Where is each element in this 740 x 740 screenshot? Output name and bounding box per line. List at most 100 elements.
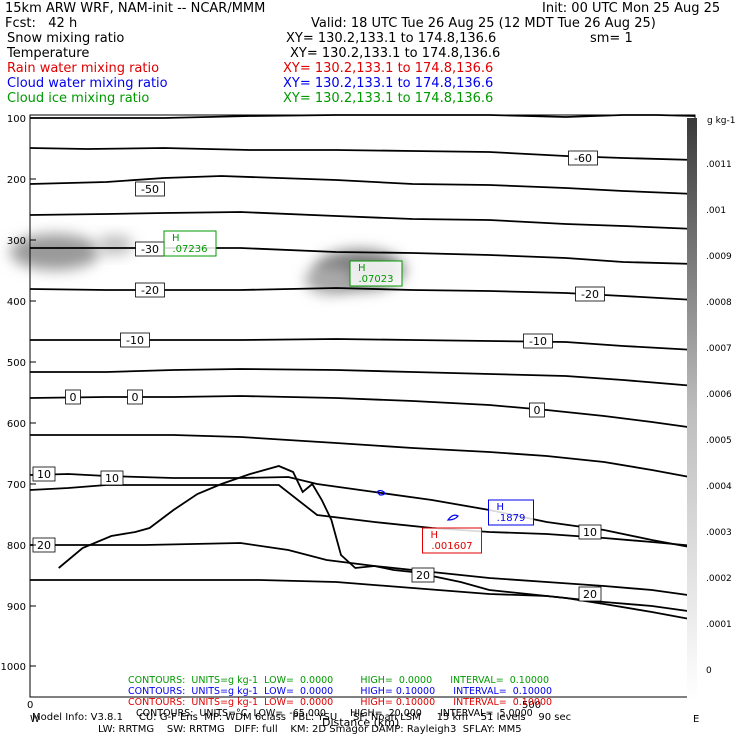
svg-text:20: 20	[37, 539, 51, 552]
colorbar-tick-label: .0006	[706, 390, 732, 400]
colorbar-tick-label: .001	[706, 206, 726, 216]
y-tick-label: 1000	[1, 662, 26, 673]
colorbar-tick-label: 0	[706, 666, 712, 676]
contour-label: 10	[32, 466, 56, 482]
svg-text:10: 10	[105, 472, 119, 485]
init-time: Init: 00 UTC Mon 25 Aug 25	[542, 1, 721, 16]
rain-water-max-label: H.001607	[422, 527, 482, 554]
y-tick-label: 200	[7, 175, 26, 186]
colorbar-tick-label: .0005	[706, 436, 732, 446]
terrain-line	[58, 465, 696, 621]
model-info-line1: Model Info: V3.8.1 CU: G-F Ens MP: WDM 6…	[32, 712, 572, 723]
svg-text:H: H	[497, 502, 505, 513]
svg-text:H: H	[358, 263, 366, 274]
field-temperature-name: Temperature	[7, 46, 90, 61]
colorbar-tick-label: .0009	[706, 252, 732, 262]
contour-label: -20	[135, 282, 165, 298]
contour-label: 0	[65, 389, 81, 405]
model-info-line2: LW: RRTMG SW: RRTMG DIFF: full KM: 2D Sm…	[98, 724, 522, 735]
x-axis-west: W	[30, 714, 40, 725]
contour-label: -10	[523, 333, 553, 349]
contours-info-0: CONTOURS: UNITS=g kg-1 LOW= 0.0000 HIGH=…	[128, 675, 550, 686]
colorbar-unit: g kg-1	[707, 116, 735, 126]
contour-label: 10	[578, 524, 602, 540]
svg-text:.001607: .001607	[431, 541, 472, 552]
contour-label: -60	[568, 150, 598, 166]
y-tick-label: 600	[7, 419, 26, 430]
y-tick-label: 900	[7, 602, 26, 613]
y-tick-label: 400	[7, 297, 26, 308]
svg-text:-60: -60	[574, 152, 592, 165]
field-snow-smooth: sm= 1	[590, 31, 633, 46]
svg-text:0: 0	[70, 391, 77, 404]
svg-text:-20: -20	[141, 284, 159, 297]
svg-text:.07023: .07023	[359, 274, 394, 285]
colorbar-tick-label: .0003	[706, 528, 732, 538]
y-tick-label: 300	[7, 236, 26, 247]
colorbar-tick-label: .0011	[706, 160, 732, 170]
svg-text:20: 20	[416, 569, 430, 582]
x-tick-0: 0	[27, 700, 33, 711]
contour-label: -30	[135, 241, 165, 257]
colorbar-tick-label: .0001	[706, 620, 732, 630]
colorbar-tick-label: .0002	[706, 574, 732, 584]
field-cloudice-xy: XY= 130.2,133.1 to 174.8,136.6	[283, 91, 494, 106]
contour-label: 20	[411, 567, 435, 583]
pressure-axis: 100 200 300 400 500 600 700 800 900 1000	[1, 114, 36, 673]
contour-labels: -60 -50 -30 -20 -20 -10 -10 0 0 0 10 10 10 20 20 20	[32, 150, 605, 602]
svg-text:-10: -10	[126, 334, 144, 347]
contour-label: 10	[100, 470, 124, 486]
model-title: 15km ARW WRF, NAM-init -- NCAR/MMM	[5, 1, 266, 16]
contour-label: 20	[578, 586, 602, 602]
colorbar-tick-label: .0008	[706, 298, 732, 308]
contour-label: -50	[135, 181, 165, 197]
contours-info-2: CONTOURS: UNITS=g kg-1 LOW= 0.0000 HIGH=…	[128, 697, 553, 708]
field-snow-name: Snow mixing ratio	[7, 31, 125, 46]
svg-text:H: H	[172, 233, 180, 244]
svg-text:-10: -10	[529, 335, 547, 348]
svg-text:0: 0	[534, 404, 541, 417]
field-cloudwater-xy: XY= 130.2,133.1 to 174.8,136.6	[283, 76, 494, 91]
cloud-ice-max-label: H.07023	[349, 260, 403, 287]
isotherm-0	[29, 395, 696, 429]
y-tick-label: 100	[7, 114, 26, 125]
x-axis-east: E	[693, 714, 699, 725]
colorbar-tick-label: .0007	[706, 344, 732, 354]
contour-label: -20	[575, 286, 605, 302]
isotherm--40	[29, 211, 696, 230]
isotherm--5	[30, 368, 696, 387]
isotherm-5	[30, 434, 696, 479]
cloud-ice-max-label: H.07236	[163, 230, 217, 257]
valid-time: Valid: 18 UTC Tue 26 Aug 25 (12 MDT Tue …	[311, 16, 656, 31]
field-snow-xy: XY= 130.2,133.1 to 174.8,136.6	[286, 31, 497, 46]
x-tick-500: 500	[522, 700, 541, 711]
svg-text:10: 10	[583, 526, 597, 539]
y-tick-label: 500	[7, 358, 26, 369]
isotherm--50	[29, 175, 696, 195]
colorbar: 0 .0001 .0002 .0003 .0004 .0005 .0006 .0007 .000…	[687, 116, 735, 700]
svg-text:20: 20	[583, 588, 597, 601]
contour-label: 0	[529, 402, 545, 418]
cloud-water-contours	[376, 489, 459, 521]
contours-info-1: CONTOURS: UNITS=g kg-1 LOW= 0.0000 HIGH=…	[128, 686, 553, 697]
field-rain-name: Rain water mixing ratio	[7, 61, 160, 76]
svg-text:10: 10	[37, 468, 51, 481]
svg-text:-50: -50	[141, 183, 159, 196]
contour-label: 0	[127, 389, 143, 405]
contour-label: -10	[120, 332, 150, 348]
cloud-water-max-label: H.1879	[488, 499, 534, 526]
plot-frame	[29, 114, 696, 698]
y-tick-label: 700	[7, 480, 26, 491]
contours-info-3: CONTOURS: UNITS=°C LOW= -65.000 HIGH= 20…	[136, 708, 533, 719]
svg-text:.1879: .1879	[497, 513, 526, 524]
isotherm-20	[30, 579, 696, 613]
field-cloudwater-name: Cloud water mixing ratio	[7, 76, 168, 91]
x-axis-title: Distance (km)	[322, 716, 399, 729]
svg-text:H: H	[431, 530, 439, 541]
y-tick-label: 800	[7, 541, 26, 552]
forecast-hour: Fcst: 42 h	[5, 16, 78, 31]
svg-text:.07236: .07236	[173, 244, 208, 255]
svg-text:-20: -20	[581, 288, 599, 301]
